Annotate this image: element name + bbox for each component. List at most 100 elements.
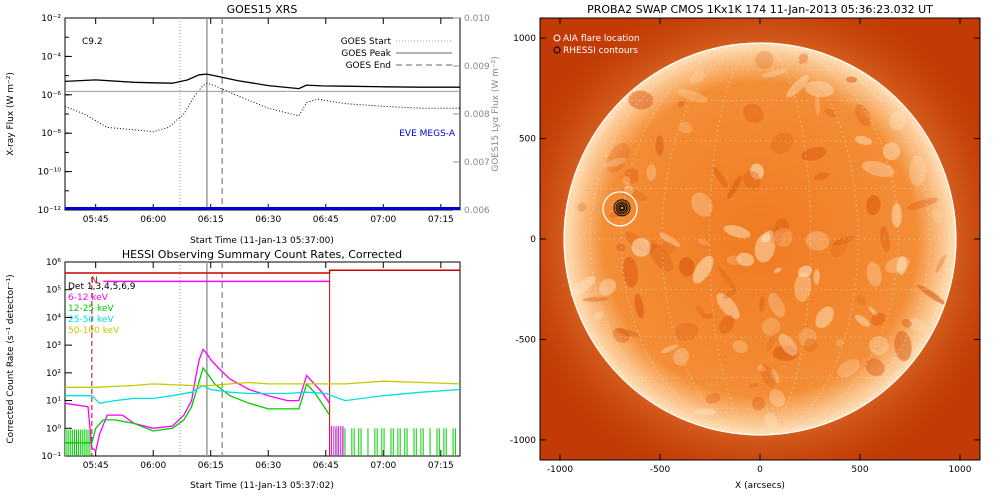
x-tick-label: 06:00 (140, 215, 166, 225)
solar-feature (655, 135, 664, 156)
x-tick-label: -1000 (547, 465, 573, 475)
swap-image (540, 18, 980, 460)
x-tick-label: 1000 (949, 465, 972, 475)
solar-feature (773, 267, 782, 274)
solar-feature (622, 176, 631, 186)
solar-feature (612, 327, 630, 343)
x-tick-label: 0 (757, 465, 763, 475)
hessi-plot-frame (64, 261, 461, 457)
solar-feature (909, 155, 927, 187)
y-tick-label: 0 (530, 235, 536, 245)
goes-plot-frame (64, 17, 461, 211)
solar-feature (649, 243, 673, 272)
solar-feature (769, 389, 786, 408)
aia-flare-circle (602, 191, 638, 227)
goes-series-long (65, 73, 460, 90)
x-tick-label: 06:15 (198, 461, 224, 471)
goes-y2-axis: 0.010 0.009 0.008 0.007 0.006 (453, 14, 490, 216)
solar-feature (674, 322, 699, 341)
x-tick-label: 05:45 (83, 461, 109, 471)
hessi-flag-n: N (91, 276, 98, 286)
solar-feature (814, 172, 830, 181)
hessi-event-lines (91, 262, 331, 456)
hessi-y-axis-label: Corrected Count Rate (s⁻¹ detector⁻¹) (6, 274, 16, 443)
solar-feature (770, 132, 794, 154)
y-tick-label: 1000 (513, 34, 536, 44)
solar-feature (701, 313, 715, 319)
goes-flare-class: C9.2 (82, 37, 103, 47)
solar-feature (907, 197, 938, 210)
y-tick-label: -500 (516, 335, 537, 345)
y-tick-label: 500 (519, 135, 536, 145)
solar-feature (908, 318, 927, 332)
goes-event-lines (179, 18, 223, 210)
goes-y2-axis-label: GOES15 Lyα Flux (W m⁻²) (491, 56, 501, 172)
legend-aia-symbol (553, 34, 561, 42)
solar-feature (866, 195, 881, 216)
x-tick-label: 07:00 (370, 461, 396, 471)
solar-feature (678, 257, 695, 277)
solar-feature (855, 104, 871, 127)
solar-feature (759, 296, 765, 312)
hessi-legend-label: 50-100 keV (68, 326, 120, 336)
solar-feature (705, 393, 721, 404)
solar-feature (768, 293, 786, 318)
rhessi-contour (615, 201, 629, 215)
goes-legend-label: GOES Peak (341, 49, 391, 59)
solar-feature (719, 314, 735, 335)
solar-feature (804, 80, 834, 98)
solar-feature (770, 368, 780, 383)
y2-tick-label: 0.006 (464, 206, 490, 216)
solar-feature (846, 76, 858, 83)
hessi-count-rate-panel: HESSI Observing Summary Count Rates, Cor… (6, 248, 461, 491)
solar-feature (766, 326, 779, 353)
solar-feature (797, 265, 812, 278)
y-tick-label: 10⁻⁴ (41, 52, 61, 62)
solar-feature (677, 89, 708, 103)
solar-feature (616, 243, 626, 252)
hessi-x-axis-label: Start Time (11-Jan-13 05:37:02) (190, 481, 334, 491)
y-tick-label: 10⁻⁶ (41, 91, 61, 101)
hessi-chart-title: HESSI Observing Summary Count Rates, Cor… (122, 248, 402, 261)
longitude-line (589, 42, 931, 436)
goes-series (65, 73, 460, 210)
solar-feature (815, 306, 834, 329)
solar-feature (570, 275, 596, 297)
swap-x-axis-label: X (arcsecs) (735, 481, 785, 491)
legend-rhessi-symbol (553, 46, 561, 54)
x-tick-label: 07:15 (428, 461, 454, 471)
solar-feature (628, 90, 654, 110)
solar-feature (755, 51, 774, 69)
solar-feature (798, 53, 809, 65)
goes-legend: GOES Start GOES Peak GOES End (341, 37, 452, 71)
y-tick-label: 10⁻¹² (38, 206, 62, 216)
y-tick-label: 10⁻⁸ (41, 129, 61, 139)
x-tick-label: 500 (851, 465, 868, 475)
solar-feature (631, 237, 651, 257)
swap-y-axis: 1000 500 0 -500 -1000 (510, 34, 980, 446)
solar-feature (678, 121, 693, 134)
solar-feature (801, 147, 827, 161)
y-tick-label: 10⁻² (41, 14, 61, 24)
hessi-series-attenuator (65, 269, 460, 274)
solar-feature (646, 164, 657, 181)
y-tick-label: 10³ (46, 341, 61, 351)
swap-x-axis: -1000 -500 0 500 1000 (547, 18, 972, 475)
solar-feature (836, 359, 861, 378)
solar-feature (606, 142, 630, 173)
solar-feature (694, 408, 717, 416)
hessi-series-band-3 (65, 380, 460, 388)
solar-feature (691, 192, 713, 217)
x-tick-label: 06:45 (313, 215, 339, 225)
y-tick-label: 10² (46, 369, 61, 379)
swap-image-title: PROBA2 SWAP CMOS 1Kx1K 174 11-Jan-2013 0… (587, 3, 933, 16)
solar-feature (743, 103, 764, 124)
hessi-series-band-0 (65, 348, 331, 453)
solar-feature (689, 70, 705, 85)
solar-feature (888, 111, 906, 131)
solar-feature (660, 344, 678, 354)
solar-feature (865, 358, 885, 377)
goes-x-axis: 05:45 06:00 06:15 06:30 06:45 07:00 07:15 (83, 18, 454, 225)
